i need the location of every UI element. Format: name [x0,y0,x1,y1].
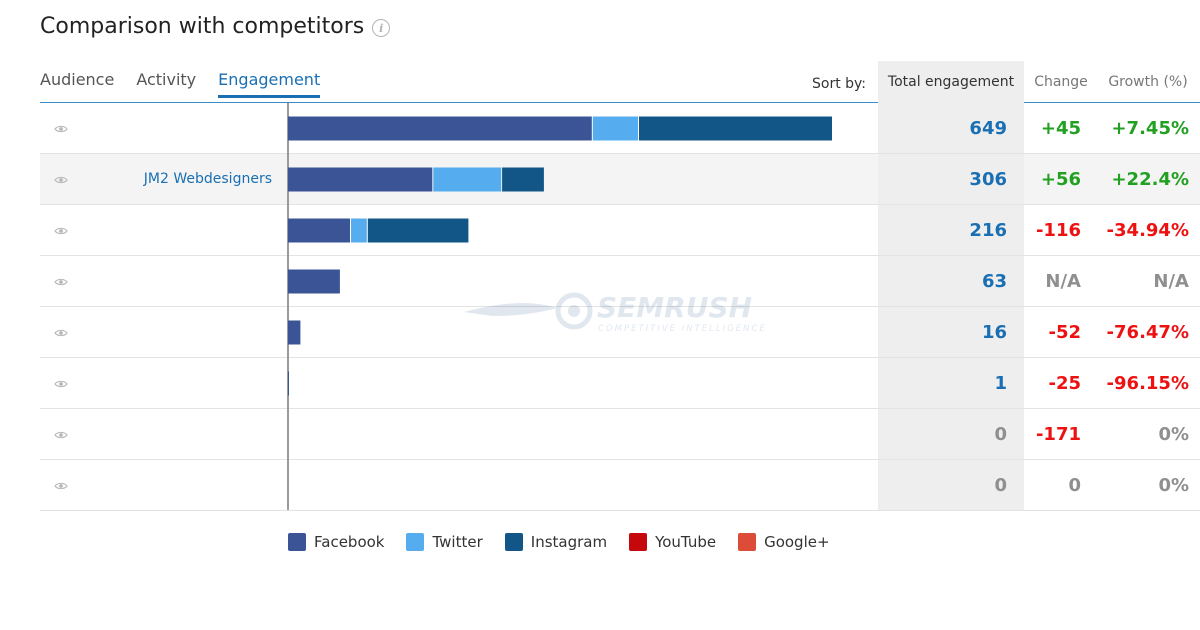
change-value: -52 [1048,322,1081,343]
legend-instagram[interactable]: Instagram [504,533,608,551]
bar-segment-facebook[interactable] [288,320,301,345]
total-engagement-value: 306 [969,169,1007,190]
eye-icon[interactable] [54,122,68,136]
row-divider [40,255,1200,256]
bar-segment-twitter[interactable] [351,218,367,243]
growth-value: 0% [1158,424,1189,445]
legend-swatch-facebook [288,533,306,551]
total-engagement-value: 16 [981,322,1007,343]
row-divider [40,408,1200,409]
legend-swatch-youtube [629,533,648,551]
sort-total-engagement[interactable]: Total engagement [887,74,1015,90]
tabs-divider [40,102,1200,103]
total-engagement-value: 216 [969,220,1007,241]
bar-segment-instagram[interactable] [502,167,544,192]
eye-icon[interactable] [54,326,68,340]
row-divider [40,357,1200,358]
sorted-column-shade [878,61,1024,510]
growth-value: 0% [1158,475,1189,496]
growth-value: +22.4% [1111,169,1189,190]
total-engagement-value: 649 [969,118,1007,139]
change-value: +56 [1040,169,1081,190]
change-value: 0 [1068,475,1081,496]
tab-audience[interactable]: Audience [40,70,115,89]
sort-growth[interactable]: Growth (%) [1108,74,1188,90]
legend-twitter[interactable]: Twitter [406,533,483,551]
row-divider [40,306,1200,307]
legend-swatch-instagram [504,533,523,551]
legend-label-googleplus: Google+ [764,533,830,551]
legend-swatch-googleplus [738,533,757,551]
legend-label-facebook: Facebook [314,533,385,551]
growth-value: +7.45% [1111,118,1189,139]
eye-icon[interactable] [54,173,68,187]
total-engagement-value: 0 [994,475,1007,496]
sort-change[interactable]: Change [1034,74,1088,90]
row-divider [40,510,1200,511]
legend-swatch-twitter [406,533,425,551]
total-engagement-value: 63 [981,271,1007,292]
tab-activity[interactable]: Activity [136,70,197,89]
legend-label-twitter: Twitter [432,533,483,551]
page-title-text: Comparison with competitors [40,14,365,39]
row-divider [40,204,1200,205]
bar-segment-instagram[interactable] [367,218,469,243]
bar-segment-facebook[interactable] [288,269,340,294]
bar-segment-twitter[interactable] [433,167,502,192]
eye-icon[interactable] [54,479,68,493]
legend-youtube[interactable]: YouTube [629,533,716,551]
legend-googleplus[interactable]: Google+ [738,533,830,551]
info-icon[interactable]: i [372,19,391,37]
growth-value: -34.94% [1106,220,1189,241]
bar-segment-facebook[interactable] [288,167,433,192]
change-value: -25 [1048,373,1081,394]
change-value: -116 [1035,220,1081,241]
bar-segment-twitter[interactable] [592,116,638,141]
row-divider [40,153,1200,154]
change-value: +45 [1040,118,1081,139]
table-row-highlight [1024,154,1200,204]
eye-icon[interactable] [54,377,68,391]
total-engagement-value: 1 [994,373,1007,394]
row-divider [40,459,1200,460]
legend-label-instagram: Instagram [530,533,608,551]
eye-icon[interactable] [54,224,68,238]
change-value: N/A [1045,271,1081,292]
tab-engagement[interactable]: Engagement [218,70,321,98]
bar-segment-facebook[interactable] [288,116,592,141]
bar-segment-facebook[interactable] [288,218,350,243]
eye-icon[interactable] [54,428,68,442]
legend-facebook[interactable]: Facebook [288,533,384,551]
bar-segment-facebook[interactable] [288,371,289,396]
legend-label-youtube: YouTube [655,533,717,551]
growth-value: -96.15% [1106,373,1189,394]
chart-axis [287,103,289,510]
bar-segment-instagram[interactable] [639,116,832,141]
total-engagement-value: 0 [994,424,1007,445]
page-title: Comparison with competitors i [40,14,391,39]
growth-value: -76.47% [1106,322,1189,343]
chart-legend: Facebook Twitter Instagram YouTube Googl… [288,533,830,551]
tab-bar: Audience Activity Engagement [40,70,321,98]
eye-icon[interactable] [54,275,68,289]
row-name[interactable]: JM2 Webdesigners [143,171,272,187]
growth-value: N/A [1153,271,1189,292]
change-value: -171 [1035,424,1081,445]
sort-by-label: Sort by: [812,76,867,92]
